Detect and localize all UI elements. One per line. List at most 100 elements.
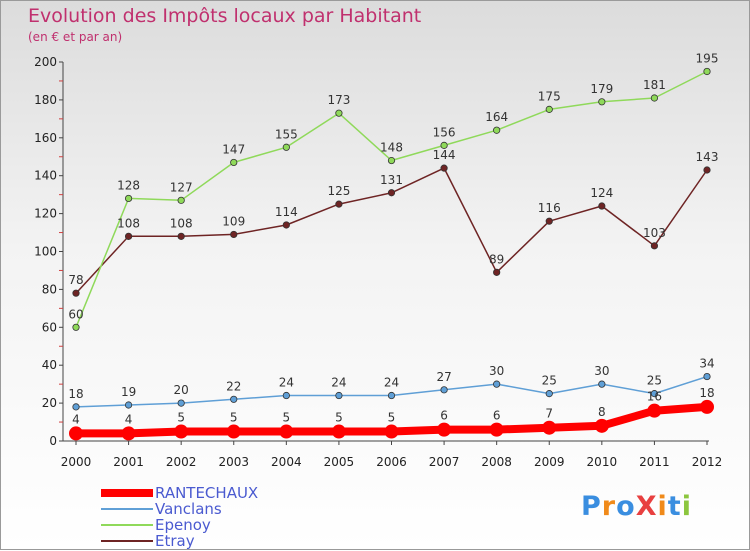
data-point-etray [650,242,659,250]
y-tick-label: 80 [42,282,57,296]
data-point-epenoy [282,143,290,151]
x-tick-label: 2009 [534,455,565,469]
x-tick-label: 2010 [587,455,618,469]
data-point-epenoy [493,126,501,134]
data-point-rantechaux [594,418,609,433]
data-label-epenoy: 175 [538,89,561,103]
data-point-rantechaux [384,424,399,439]
data-label-vanclans: 18 [68,387,83,401]
data-label-vanclans: 34 [699,357,714,371]
data-label-rantechaux: 16 [647,390,662,404]
data-label-epenoy: 127 [170,180,193,194]
data-point-vanclans [493,380,501,388]
data-label-vanclans: 30 [594,364,609,378]
legend-swatch [101,540,153,542]
data-point-epenoy [703,67,711,76]
data-label-rantechaux: 6 [440,409,448,423]
data-label-etray: 108 [117,216,140,230]
data-label-rantechaux: 4 [72,412,80,426]
data-point-vanclans [387,391,396,400]
data-point-rantechaux [226,424,241,439]
data-label-rantechaux: 5 [388,411,396,425]
data-label-vanclans: 20 [174,383,189,397]
data-label-etray: 78 [68,273,83,287]
data-point-etray [72,289,80,297]
data-label-etray: 103 [643,226,666,240]
data-label-etray: 116 [538,201,561,215]
data-label-rantechaux: 5 [335,411,343,425]
data-point-rantechaux [279,424,294,439]
y-tick-label: 180 [34,93,57,107]
x-tick-label: 2011 [639,455,670,469]
data-point-etray [282,221,290,229]
data-point-epenoy [177,196,185,204]
data-point-vanclans [72,403,80,411]
y-tick-label: 0 [49,434,57,448]
data-label-vanclans: 25 [647,374,662,388]
data-point-epenoy [545,105,553,113]
data-point-rantechaux [121,426,136,441]
chart-title: Evolution des Impôts locaux par Habitant [28,5,422,27]
y-tick-label: 200 [34,55,57,69]
series-points [69,67,714,441]
data-point-etray [598,202,606,210]
data-label-etray: 109 [222,214,245,228]
data-point-rantechaux [331,424,346,439]
y-tick-label: 40 [42,358,57,372]
data-point-epenoy [124,194,133,203]
data-label-epenoy: 128 [117,178,140,192]
data-label-rantechaux: 8 [598,405,606,419]
data-label-rantechaux: 5 [283,411,291,425]
x-tick-label: 2005 [324,455,355,469]
x-tick-label: 2012 [692,455,723,469]
data-label-etray: 131 [380,173,403,187]
data-point-vanclans [282,391,290,400]
data-label-vanclans: 30 [489,364,504,378]
data-label-rantechaux: 6 [493,409,501,423]
proxiti-logo: ProXiti [581,491,692,522]
data-label-vanclans: 22 [226,379,241,393]
data-point-rantechaux [437,422,452,437]
chart-subtitle: (en € et par an) [28,30,123,44]
data-label-rantechaux: 4 [125,412,133,426]
data-point-etray [493,268,501,276]
y-tick-label: 120 [34,207,57,221]
legend-label: Epenoy [155,516,211,534]
data-point-vanclans [230,395,238,403]
data-point-etray [545,217,553,225]
data-label-rantechaux: 18 [699,386,714,400]
data-point-vanclans [545,390,553,398]
data-label-rantechaux: 7 [545,407,553,421]
data-label-vanclans: 24 [384,376,399,390]
data-point-epenoy [387,156,396,165]
data-label-vanclans: 19 [121,385,136,399]
data-label-etray: 144 [433,148,456,162]
data-label-vanclans: 25 [542,374,557,388]
legend-label: Etray [155,532,195,550]
data-label-rantechaux: 5 [230,411,238,425]
data-label-epenoy: 147 [222,142,245,156]
data-label-epenoy: 156 [433,125,456,139]
data-label-epenoy: 148 [380,141,403,155]
logo-letter: i [681,491,692,522]
axes: 0 20 40 60 80 100 120 140 160 180 200 2000 2001 2002 2… [34,55,722,469]
data-point-vanclans [650,390,659,398]
y-tick-label: 140 [34,169,57,183]
data-point-etray [335,200,343,208]
data-point-rantechaux [647,403,662,418]
logo-letter: X [635,491,658,522]
data-point-etray [124,232,133,240]
data-point-epenoy [650,94,659,102]
data-label-vanclans: 27 [436,370,451,384]
data-point-epenoy [230,158,238,167]
data-point-vanclans [440,386,448,394]
data-point-rantechaux [542,420,557,435]
data-point-rantechaux [174,424,189,439]
y-tick-label: 60 [42,320,57,334]
data-point-rantechaux [69,426,83,441]
data-label-etray: 125 [327,184,350,198]
legend-label: RANTECHAUX [155,484,259,502]
data-label-rantechaux: 5 [177,411,185,425]
data-label-etray: 108 [170,216,193,230]
